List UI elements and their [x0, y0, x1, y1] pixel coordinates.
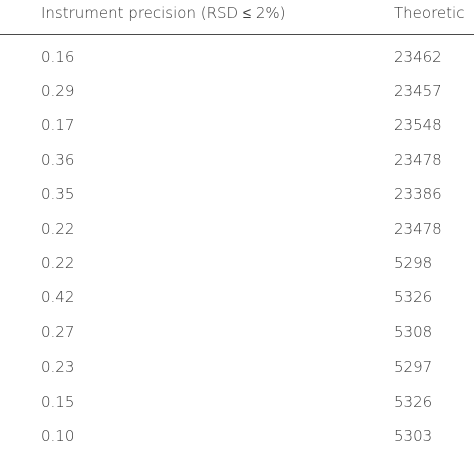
cell-theoretic: 5297 — [394, 358, 433, 376]
table-row: 0.17 23548 — [0, 115, 474, 149]
header-instrument-precision: Instrument precision (RSD ≤ 2%) — [41, 4, 286, 22]
cell-theoretic: 5308 — [394, 323, 433, 341]
table-row: 0.27 5308 — [0, 322, 474, 356]
cell-theoretic: 23478 — [394, 151, 442, 169]
cell-instrument-precision: 0.36 — [41, 151, 75, 169]
table-row: 0.22 23478 — [0, 219, 474, 253]
cell-theoretic: 23462 — [394, 48, 442, 66]
cell-theoretic: 5326 — [394, 393, 433, 411]
table-row: 0.10 5303 — [0, 426, 474, 460]
cell-instrument-precision: 0.42 — [41, 288, 75, 306]
cell-theoretic: 23386 — [394, 185, 442, 203]
cell-theoretic: 5326 — [394, 288, 433, 306]
table-row: 0.15 5326 — [0, 392, 474, 426]
cell-theoretic: 23548 — [394, 116, 442, 134]
table-row: 0.23 5297 — [0, 357, 474, 391]
table-header: Instrument precision (RSD ≤ 2%) Theoreti… — [0, 0, 474, 35]
table-row: 0.29 23457 — [0, 81, 474, 115]
table-row: 0.16 23462 — [0, 47, 474, 81]
table-row: 0.36 23478 — [0, 150, 474, 184]
cell-theoretic: 23478 — [394, 220, 442, 238]
cell-theoretic: 5298 — [394, 254, 433, 272]
cell-instrument-precision: 0.22 — [41, 254, 75, 272]
header-theoretic: Theoretic — [394, 4, 465, 22]
table-row: 0.35 23386 — [0, 184, 474, 218]
table-row: 0.42 5326 — [0, 287, 474, 321]
cell-instrument-precision: 0.27 — [41, 323, 75, 341]
cell-theoretic: 23457 — [394, 82, 442, 100]
cell-instrument-precision: 0.23 — [41, 358, 75, 376]
cell-theoretic: 5303 — [394, 427, 433, 445]
cell-instrument-precision: 0.10 — [41, 427, 75, 445]
cell-instrument-precision: 0.17 — [41, 116, 75, 134]
table-row: 0.22 5298 — [0, 253, 474, 287]
cell-instrument-precision: 0.16 — [41, 48, 75, 66]
cell-instrument-precision: 0.35 — [41, 185, 75, 203]
cell-instrument-precision: 0.22 — [41, 220, 75, 238]
cell-instrument-precision: 0.15 — [41, 393, 75, 411]
cell-instrument-precision: 0.29 — [41, 82, 75, 100]
